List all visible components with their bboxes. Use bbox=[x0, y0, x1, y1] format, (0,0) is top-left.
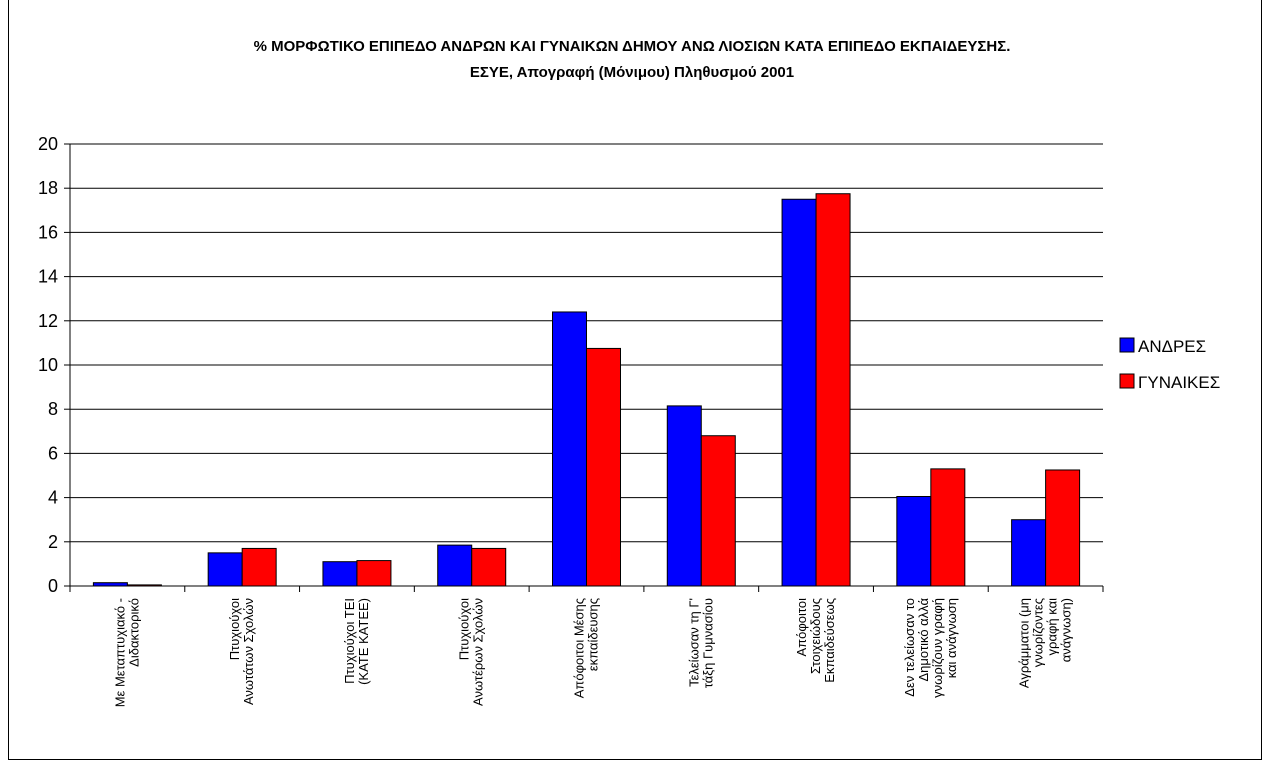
x-tick-label: Απόφοιτοι Μέσηςεκπαίδευσης bbox=[572, 598, 601, 698]
y-tick-label: 20 bbox=[38, 134, 58, 154]
bar-women bbox=[586, 347, 621, 587]
chart-frame bbox=[8, 0, 1262, 760]
y-tick-label: 6 bbox=[48, 443, 58, 463]
y-tick-label: 0 bbox=[48, 576, 58, 596]
x-tick-label: Με Μεταπτυχιακό -Διδακτορικό bbox=[112, 598, 141, 707]
y-tick-label: 10 bbox=[38, 355, 58, 375]
legend-swatch bbox=[1119, 373, 1135, 389]
bar-women bbox=[700, 435, 736, 587]
bar-men bbox=[552, 311, 587, 587]
y-tick-label: 14 bbox=[38, 267, 58, 287]
y-tick-label: 2 bbox=[48, 532, 58, 552]
bar-women bbox=[930, 468, 966, 587]
legend-label: ΑΝΔΡΕΣ bbox=[1138, 337, 1206, 356]
bar-men bbox=[666, 405, 702, 587]
y-tick-label: 18 bbox=[38, 178, 58, 198]
bar-men bbox=[896, 495, 932, 587]
bar-women bbox=[815, 193, 851, 587]
bar-women bbox=[356, 560, 392, 587]
x-tick-label: ΠτυχιούχοιΑνωτέρων Σχολών bbox=[457, 598, 486, 706]
y-tick-label: 12 bbox=[38, 311, 58, 331]
chart-title: % ΜΟΡΦΩΤΙΚΟ ΕΠΙΠΕΔΟ ΑΝΔΡΩΝ ΚΑΙ ΓΥΝΑΙΚΩΝ … bbox=[253, 38, 1011, 55]
bar-men bbox=[781, 198, 817, 587]
x-tick-label: ΠτυχιούχοιΑνωτάτων Σχολών bbox=[227, 598, 256, 705]
chart-subtitle: ΕΣΥΕ, Απογραφή (Μόνιμου) Πληθυσμού 2001 bbox=[469, 64, 795, 81]
bar-men bbox=[1011, 519, 1047, 587]
bar-women bbox=[471, 547, 507, 587]
bar-men bbox=[207, 552, 243, 587]
legend-label: ΓΥΝΑΙΚΕΣ bbox=[1138, 373, 1220, 392]
x-tick-label: ΑπόφοιτοιΣτοιχειώδουςΕκπαιδεύσεως bbox=[794, 598, 837, 683]
y-tick-label: 8 bbox=[48, 399, 58, 419]
x-tick-label: Τελείωσαν τη Γ'τάξη Γυμνασίου bbox=[686, 598, 715, 688]
bar-men bbox=[322, 561, 358, 587]
y-tick-label: 16 bbox=[38, 222, 58, 242]
x-tick-label: Πτυχιούχοι ΤΕΙ(ΚΑΤΕ ΚΑΤΕΕ) bbox=[342, 598, 371, 685]
bar-men bbox=[437, 544, 473, 587]
x-tick-label: Δεν τελείωσαν τοΔημοτικό αλλάγνωρίζουν γ… bbox=[902, 598, 959, 698]
x-tick-label: Αγράμματοι (μηγνωρίζοντεςγραφή καιανάγνω… bbox=[1017, 598, 1074, 688]
y-tick-label: 4 bbox=[48, 488, 58, 508]
bar-women bbox=[241, 547, 277, 587]
bar-men bbox=[92, 582, 128, 587]
bar-women bbox=[1045, 469, 1081, 587]
legend-swatch bbox=[1119, 337, 1135, 353]
bar-women bbox=[126, 584, 162, 587]
